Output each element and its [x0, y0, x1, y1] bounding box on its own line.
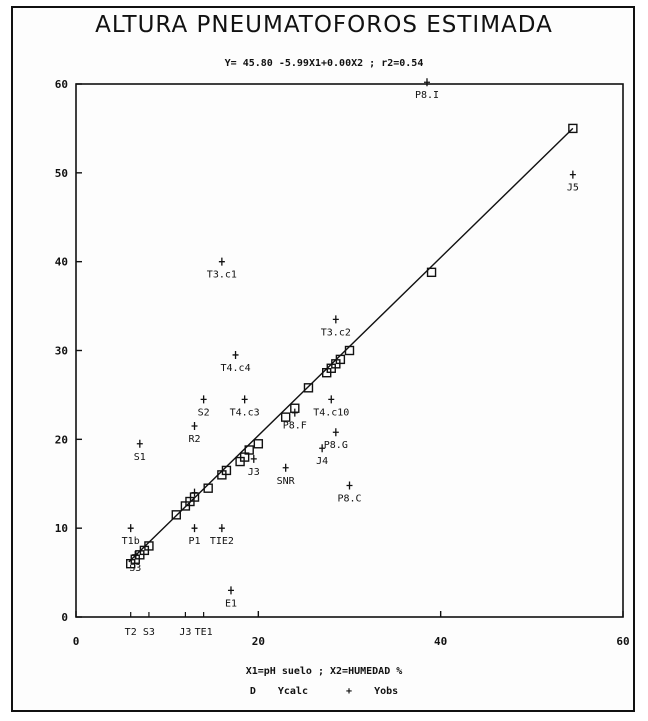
ycalc-point — [221, 465, 232, 476]
yobs-point-label: T1b — [122, 536, 140, 547]
chart-title: ALTURA PNEUMATOFOROS ESTIMADA — [95, 12, 553, 38]
yobs-point-label: T3.c2 — [321, 327, 351, 338]
yobs-point-label: S2 — [198, 407, 210, 418]
yobs-point-label: T4.c4 — [220, 363, 250, 374]
ycalc-point — [253, 439, 264, 449]
yobs-point — [136, 439, 143, 448]
yobs-point — [250, 454, 257, 463]
yobs-point-label: P8.C — [337, 494, 361, 505]
yobs-point — [569, 170, 576, 179]
yobs-point-label: P8.G — [324, 440, 348, 451]
chart-frame — [11, 6, 635, 712]
x-code-label: TE1 — [195, 627, 213, 638]
x-tick-label: 40 — [434, 635, 447, 648]
yobs-point — [423, 78, 430, 87]
yobs-point-label: P8.F — [283, 421, 307, 432]
yobs-point-label: SNR — [277, 476, 296, 487]
yobs-point — [346, 481, 353, 490]
legend-yobs: + Yobs — [338, 686, 406, 697]
yobs-point — [191, 488, 198, 497]
yobs-point-label: P1 — [188, 536, 200, 547]
yobs-point-label: T4.c10 — [313, 407, 349, 418]
yobs-point — [127, 524, 134, 533]
yobs-point — [319, 444, 326, 453]
yobs-point — [227, 586, 234, 595]
yobs-point — [200, 395, 207, 404]
x-tick-label: 60 — [616, 635, 629, 648]
legend-ycalc-symbol: D — [249, 686, 256, 697]
y-tick-label: 40 — [55, 256, 68, 269]
legend-ycalc-label: Ycalc — [277, 686, 308, 697]
ycalc-point — [568, 123, 578, 134]
ycalc-point — [280, 412, 291, 422]
yobs-point — [332, 315, 339, 324]
y-tick-label: 20 — [55, 433, 68, 446]
yobs-point — [191, 524, 198, 533]
plot-area-border — [75, 83, 624, 618]
yobs-point — [332, 428, 339, 437]
regression-equation: Y= 45.80 -5.99X1+0.00X2 ; r2=0.54 — [224, 58, 424, 69]
ycalc-point — [335, 354, 346, 365]
y-tick-label: 0 — [61, 611, 68, 624]
x-code-label: J3 — [179, 627, 191, 638]
fit-line — [128, 127, 574, 563]
yobs-point-label: J4 — [316, 456, 328, 467]
ycalc-point — [426, 267, 437, 278]
y-tick-label: 60 — [55, 78, 68, 91]
yobs-point-label: R2 — [188, 434, 200, 445]
yobs-point — [328, 395, 335, 404]
y-tick-label: 50 — [55, 167, 68, 180]
yobs-point — [191, 422, 198, 431]
marks: P8.I J5 T3.c1 T3.c2 T4.c4 S2 T4.c3 T4.c10 P8.F R2… — [122, 78, 579, 609]
yobs-point-label: T3.c1 — [207, 270, 237, 281]
y-tick-label: 10 — [55, 522, 68, 535]
yobs-point — [218, 524, 225, 533]
yobs-point — [282, 463, 289, 472]
yobs-point-label: TIE2 — [210, 536, 234, 547]
yobs-point-label: P8.I — [415, 90, 439, 101]
x-axis-label: X1=pH suelo ; X2=HUMEDAD % — [245, 666, 403, 677]
y-tick-label: 30 — [55, 345, 68, 358]
yobs-point-label: S1 — [134, 452, 146, 463]
ycalc-point — [303, 383, 314, 393]
ycalc-point — [144, 541, 154, 551]
legend-yobs-symbol: + — [346, 686, 353, 697]
ycalc-point — [171, 510, 181, 520]
legend-ycalc: D Ycalc — [242, 686, 322, 697]
ycalc-point — [203, 483, 213, 493]
yobs-point-label: S3 — [129, 563, 141, 574]
fit-line-group — [128, 127, 574, 563]
yobs-point — [232, 350, 239, 359]
x-tick-label: 20 — [252, 635, 265, 648]
legend: D Ycalc + Yobs — [0, 686, 648, 697]
yobs-point — [241, 395, 248, 404]
legend-yobs-label: Yobs — [374, 686, 399, 697]
ycalc-point — [344, 345, 355, 356]
yobs-point-label: J3 — [248, 467, 260, 478]
x-code-label: T2 — [125, 627, 137, 638]
x-code-label: S3 — [143, 627, 155, 638]
yobs-point-label: E1 — [225, 598, 237, 609]
yobs-point — [218, 257, 225, 266]
axes: 0 10 20 30 40 50 60 0 20 40 60 T2 S3 J3 TE1 — [55, 78, 630, 648]
yobs-point-label: J5 — [567, 183, 579, 194]
yobs-point — [132, 550, 139, 559]
yobs-point — [291, 408, 298, 417]
ycalc-point — [244, 445, 254, 455]
x-tick-label: 0 — [73, 635, 80, 648]
yobs-point-label: T4.c3 — [230, 407, 260, 418]
